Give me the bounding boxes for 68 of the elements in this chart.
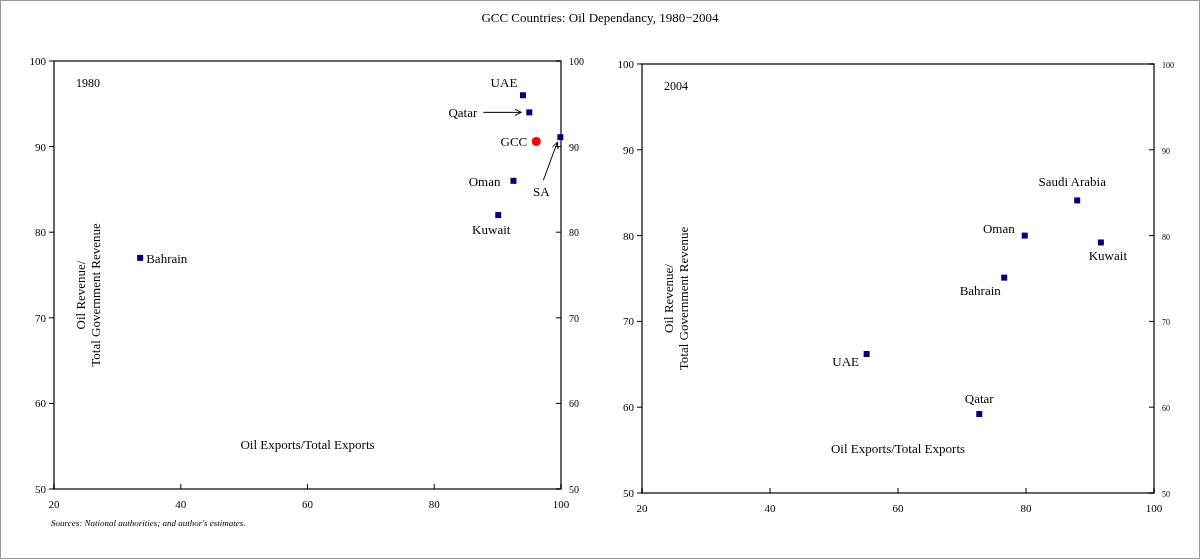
y2-tick-label: 100 <box>1162 61 1174 70</box>
point <box>510 177 517 184</box>
point <box>495 212 502 219</box>
y-tick-label: 70 <box>623 315 635 328</box>
series-label: Saudi Arabia <box>1038 174 1107 190</box>
y-tick-label: 80 <box>35 226 47 239</box>
point <box>519 92 526 99</box>
y2-tick-label: 50 <box>569 484 579 495</box>
series-label: Kuwait <box>472 222 511 238</box>
x-tick-label: 40 <box>764 502 776 514</box>
point <box>1074 197 1081 204</box>
point <box>1021 232 1028 239</box>
y-tick-label: 100 <box>29 55 47 67</box>
annotation: 2004 <box>664 79 688 93</box>
series-label: Oman <box>982 220 1016 236</box>
y-tick-label: 60 <box>623 401 635 414</box>
y2-tick-label: 70 <box>569 312 579 324</box>
text: GCC Countries: Oil Dependancy, 1980−2004 <box>481 10 720 25</box>
point <box>976 411 983 418</box>
x-tick-label: 20 <box>636 502 648 514</box>
series-label: Qatar <box>964 391 995 407</box>
x-tick-label: 40 <box>175 498 187 510</box>
y2-tick-label: 70 <box>1162 318 1170 328</box>
y2-tick-label: 80 <box>1162 232 1170 242</box>
x-tick-label: 80 <box>428 498 441 510</box>
x-tick-label: 80 <box>1020 502 1032 514</box>
y2-tick-label: 90 <box>569 141 579 153</box>
point <box>526 109 533 116</box>
series-label: UAE <box>832 354 860 369</box>
y2-tick-label: 60 <box>1162 404 1170 414</box>
y-tick-label: 60 <box>35 397 47 410</box>
x-tick-label: 100 <box>1145 502 1163 514</box>
y-tick-label: 50 <box>623 487 635 499</box>
y2-tick-label: 60 <box>569 398 579 410</box>
y2-tick-label: 80 <box>569 227 579 239</box>
source-note: Sources: National authorities; and author's estimates. <box>51 518 246 528</box>
y-tick-label: 70 <box>35 311 47 324</box>
y2-tick-label: 90 <box>1162 146 1170 156</box>
series-label: Bahrain <box>146 250 188 266</box>
annotation: 1980 <box>76 76 100 90</box>
y-tick-label: 100 <box>617 58 635 70</box>
y2-tick-label: 50 <box>1162 490 1170 499</box>
y-tick-label: 80 <box>623 229 635 242</box>
x-axis-title: Oil Exports/Total Exports <box>240 437 375 452</box>
x-tick-label: 60 <box>302 498 314 510</box>
x-tick-label: 100 <box>552 498 570 510</box>
series-label: GCC <box>500 134 528 150</box>
point <box>1097 239 1104 246</box>
text: SA <box>533 184 551 200</box>
point <box>137 254 144 261</box>
x-tick-label: 20 <box>48 498 60 510</box>
x-tick-label: 60 <box>892 502 904 514</box>
point <box>863 351 870 357</box>
y-tick-label: 90 <box>35 140 47 153</box>
text: Qatar <box>448 105 478 121</box>
y2-tick-label: 100 <box>569 56 584 67</box>
y-tick-label: 90 <box>623 143 635 156</box>
y-axis-title: Oil Revenue/ Total Government Revenue <box>73 223 103 367</box>
point <box>1001 274 1008 281</box>
point <box>531 136 541 146</box>
series-label: UAE <box>490 75 518 91</box>
y-tick-label: 50 <box>35 483 47 495</box>
y-axis-title: Oil Revenue/ Total Government Revenue <box>661 226 691 371</box>
x-axis-title: Oil Exports/Total Exports <box>830 441 966 456</box>
point <box>557 134 564 141</box>
series-label: Kuwait <box>1088 248 1128 264</box>
series-label: Oman <box>468 173 501 189</box>
series-label: Bahrain <box>959 282 1002 298</box>
